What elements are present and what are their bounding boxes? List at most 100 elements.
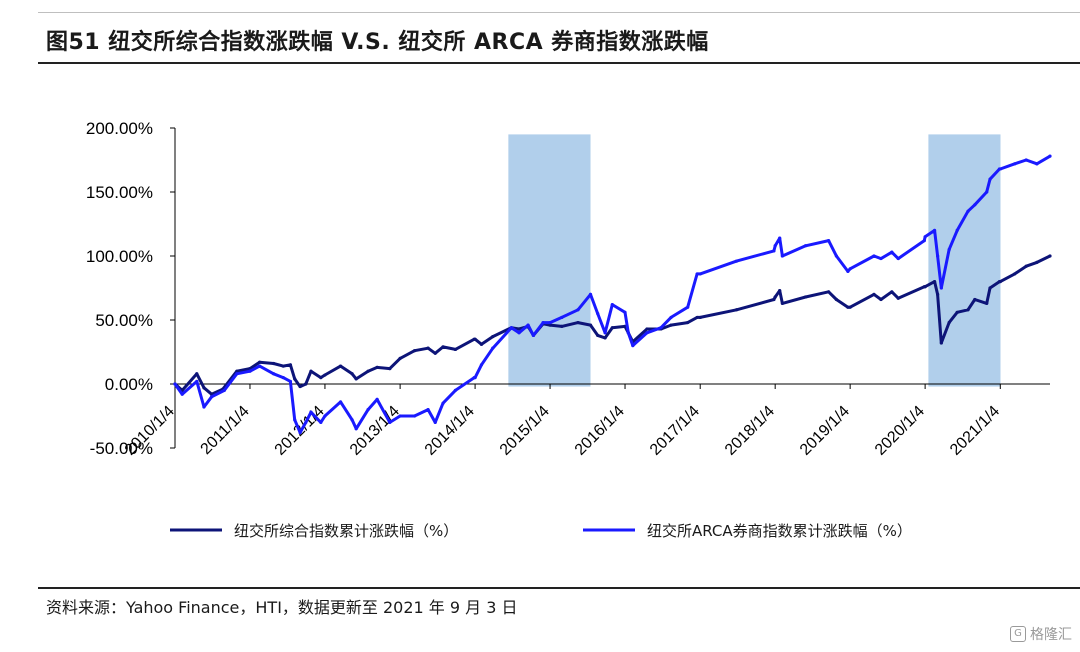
series-1-point [354,427,358,431]
series-1-point [323,414,327,418]
series-0-point [645,327,649,331]
series-1-point [491,346,495,350]
series-1-point [846,269,850,273]
series-1-point [180,392,184,396]
series-1-point [173,382,177,386]
series-0-point [323,373,327,377]
series-0-point [1048,254,1052,258]
series-0-point [588,323,593,327]
series-0-point [734,308,739,312]
series-0-point [695,315,699,320]
series-1-point [235,372,239,376]
series-1-point [202,405,206,409]
series-0-point [517,327,521,331]
series-0-point [985,301,989,305]
series-1-point [350,418,354,422]
series-1-point [848,267,852,271]
series-1-point [939,286,943,290]
series-0-point [932,280,937,284]
series-1-point [548,320,552,325]
series-1-point [936,254,940,258]
series-1-point [698,272,702,276]
series-1-point [1048,154,1052,158]
series-0-point [491,335,495,339]
x-tick-label: 2015/1/4 [497,403,553,459]
series-0-point [338,364,343,368]
series-0-point [939,341,943,345]
series-0-point [1035,260,1039,264]
series-0-point [610,326,614,330]
series-1-point [932,228,937,232]
series-1-point [433,420,437,424]
series-1-point [623,310,627,314]
watermark-text: 格隆汇 [1030,627,1072,643]
series-0-point [293,377,297,381]
series-0-point [773,295,777,299]
series-1-point [669,315,673,320]
series-0-point [319,376,323,380]
series-0-point [778,288,782,293]
x-tick-label: 2011/1/4 [198,403,253,458]
series-1-point [773,244,777,248]
series-1-point [659,326,663,330]
watermark: G 格隆汇 [1010,624,1072,644]
series-1-point [588,292,593,296]
series-0-point [803,295,808,299]
series-1-point [1013,162,1017,166]
series-0-point [398,356,402,360]
legend-label-1: 纽交所ARCA券商指数累计涨跌幅（%） [647,522,912,540]
series-1-point [985,190,989,194]
series-0-point [826,290,831,294]
series-1-point [388,420,392,424]
series-0-point [772,297,776,302]
y-tick-label: 0.00% [105,375,153,394]
series-1-point [426,408,430,412]
series-1-point [596,312,600,316]
series-1-point [509,326,514,330]
series-1-point [412,414,417,418]
series-1-point [298,431,302,435]
series-0-point [560,324,564,328]
series-0-point [1013,272,1017,276]
series-0-point [890,290,894,294]
series-1-point [872,254,876,258]
title-rule [38,62,1080,64]
series-1-point [319,420,323,424]
series-0-point [988,286,992,290]
series-0-point [473,337,477,341]
series-1-point [366,408,370,412]
line-chart: -50.00% 0.00% 50.00% 100.00% 150.00% 200.00% 2… [86,119,1052,540]
series-0-point [596,333,600,337]
legend-label-0: 纽交所综合指数累计涨跌幅（%） [234,522,458,540]
series-0-point [998,280,1002,284]
series-1-point [772,249,776,253]
series-0-point [388,367,392,371]
series-0-point [966,308,970,312]
series-0-point [298,384,302,389]
series-1-point [541,320,545,325]
series-1-point [560,315,564,320]
series-1-point [338,400,343,404]
series-0-point [879,297,883,302]
series-0-point [896,296,900,300]
series-0-point [375,365,379,369]
series-1-point [780,254,784,258]
series-1-point [526,323,530,327]
series-line-0 [174,254,1051,396]
series-1-point [209,395,214,399]
x-tick-label: 2019/1/4 [797,403,853,459]
source-note: 资料来源：Yahoo Finance，HTI，数据更新至 2021 年 9 月 … [46,598,518,617]
series-1-point [398,414,402,418]
series-0-point [947,320,951,325]
series-1-point [955,228,959,232]
series-0-point [354,377,358,381]
x-tick-label: 2013/1/4 [347,403,403,459]
series-1-point [966,209,970,213]
series-1-point [803,244,808,248]
series-1-point [453,388,457,392]
y-tick-label: 100.00% [86,247,153,266]
series-1-point [922,239,926,243]
watermark-logo-icon: G [1010,626,1026,642]
series-1-point [304,420,308,424]
series-0-point [923,285,927,289]
